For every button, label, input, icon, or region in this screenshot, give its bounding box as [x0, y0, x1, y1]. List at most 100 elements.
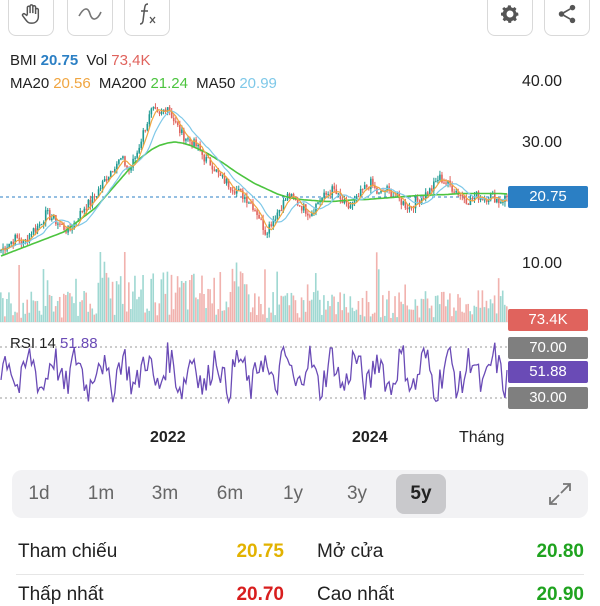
- candle-body: [59, 223, 61, 225]
- range-1y-button[interactable]: 1y: [282, 483, 304, 504]
- open-value: 20.80: [536, 541, 584, 562]
- volume-bar: [79, 301, 81, 322]
- volume-bar: [276, 271, 278, 322]
- candle-body: [502, 201, 504, 203]
- candle-body: [463, 195, 466, 200]
- volume-bar: [201, 275, 203, 322]
- volume-bar: [418, 317, 421, 322]
- candle-body: [402, 201, 405, 205]
- range-1d-button[interactable]: 1d: [28, 483, 50, 504]
- candle-body: [107, 176, 110, 181]
- volume-bar: [398, 292, 400, 322]
- volume-bar: [386, 299, 388, 322]
- candle-body: [506, 195, 508, 197]
- low-label: Thấp nhất: [18, 584, 104, 605]
- candle-body: [292, 194, 295, 198]
- candle-body: [130, 167, 132, 171]
- volume-bar: [363, 316, 366, 322]
- legend-ma50-label: MA50: [196, 75, 236, 92]
- legend-ma20-value: 20.56: [53, 75, 91, 92]
- range-3m-button[interactable]: 3m: [151, 483, 179, 504]
- candle-body: [79, 210, 82, 221]
- candle-body: [390, 189, 392, 198]
- volume-bar: [266, 317, 268, 322]
- candle-body: [193, 139, 195, 147]
- range-5y-button[interactable]: 5y: [396, 474, 446, 514]
- range-6m-button[interactable]: 6m: [216, 483, 244, 504]
- draw-line-button[interactable]: [67, 0, 113, 36]
- volume-bar: [186, 309, 189, 322]
- volume-bar: [339, 292, 341, 322]
- candle-body: [172, 118, 175, 122]
- candle-body: [374, 185, 376, 188]
- candle-body: [207, 157, 210, 159]
- candle-body: [113, 168, 116, 172]
- volume-bar: [420, 298, 423, 322]
- candle-body: [81, 210, 84, 212]
- volume-bar: [388, 290, 390, 322]
- volume-bar: [345, 307, 348, 322]
- candle-body: [174, 121, 177, 123]
- range-1m-button[interactable]: 1m: [87, 483, 115, 504]
- share-button[interactable]: [544, 0, 590, 36]
- volume-bar: [2, 298, 4, 322]
- volume-bar: [379, 317, 382, 322]
- candle-body: [459, 194, 462, 196]
- volume-bar: [455, 310, 457, 322]
- volume-bar: [83, 291, 85, 322]
- volume-bar: [156, 315, 159, 322]
- stock-chart[interactable]: 40.00 30.00 10.00: [0, 0, 600, 460]
- candle-body: [337, 193, 340, 195]
- volume-bar: [34, 301, 37, 322]
- volume-bar: [188, 280, 191, 322]
- candle-body: [455, 191, 457, 193]
- candle-body: [197, 144, 199, 147]
- volume-bar: [158, 303, 161, 322]
- volume-bar: [260, 304, 262, 322]
- candle-body: [321, 197, 323, 202]
- candle-body: [32, 228, 35, 235]
- volume-bar: [463, 312, 465, 322]
- indicator-button[interactable]: [124, 0, 170, 36]
- volume-bar: [148, 310, 150, 322]
- volume-bar: [20, 317, 22, 322]
- volume-bar: [489, 299, 492, 322]
- volume-bar: [170, 274, 173, 322]
- candle-body: [465, 199, 468, 204]
- volume-bar: [38, 310, 41, 322]
- range-3y-button[interactable]: 3y: [346, 483, 368, 504]
- candle-body: [288, 193, 291, 199]
- volume-bar: [282, 296, 285, 322]
- rsi-line: [0, 342, 508, 405]
- candle-body: [10, 241, 12, 244]
- legend-ma20-label: MA20: [10, 75, 50, 92]
- candle-body: [284, 199, 287, 201]
- candle-body: [333, 186, 336, 190]
- reference-value: 20.75: [236, 541, 284, 562]
- volume-bar: [367, 302, 370, 322]
- volume-bar: [191, 274, 193, 322]
- volume-bar: [402, 304, 404, 322]
- volume-bar: [499, 296, 502, 322]
- volume-bar: [272, 292, 274, 322]
- volume-bar: [258, 296, 260, 322]
- price-tick-30: 30.00: [522, 134, 562, 151]
- candle-body: [372, 178, 374, 186]
- volume-bar: [300, 297, 303, 322]
- candle-body: [414, 197, 417, 209]
- volume-bar: [197, 299, 199, 322]
- candle-body: [443, 182, 445, 184]
- volume-bar: [8, 292, 10, 322]
- hand-tool-button[interactable]: [8, 0, 54, 36]
- x-label-month: Tháng: [459, 429, 505, 446]
- volume-bar: [483, 307, 486, 322]
- volume-bar: [217, 309, 220, 322]
- candle-body: [166, 107, 169, 112]
- candle-body: [469, 198, 472, 205]
- volume-bar: [296, 313, 299, 322]
- settings-button[interactable]: [487, 0, 533, 36]
- volume-bar: [333, 296, 335, 322]
- volume-bar: [436, 295, 439, 322]
- candle-body: [158, 111, 161, 114]
- expand-icon[interactable]: [546, 480, 574, 508]
